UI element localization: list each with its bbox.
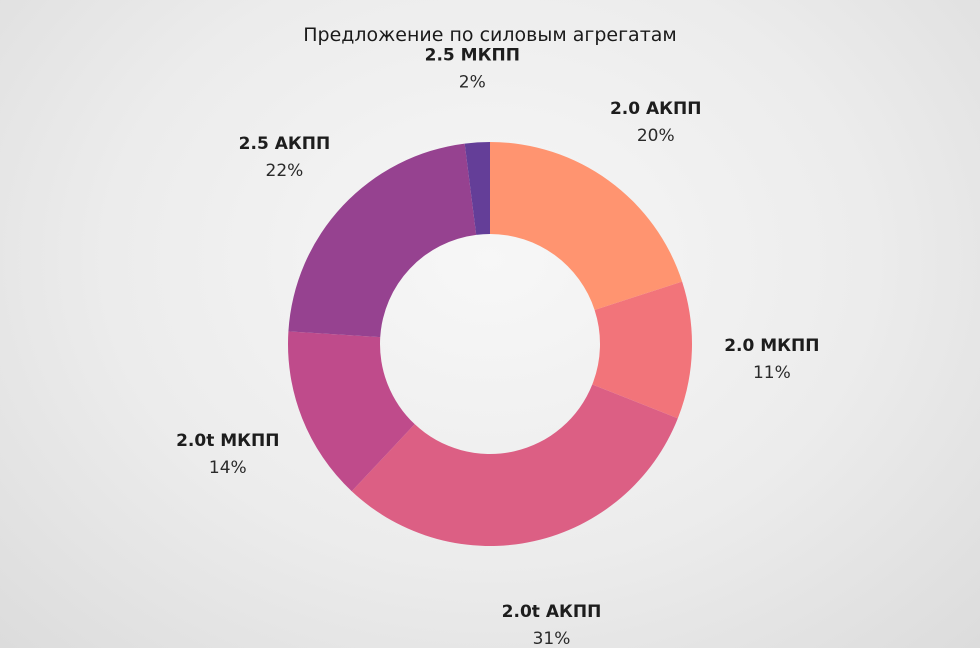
slice-labels: 2.0 АКПП 20% 2.0 МКПП 11% 2.0t АКПП 31% 2.0t М… [176, 46, 819, 648]
slice-label-3: 2.0t АКПП [502, 602, 602, 622]
slice-label-2: 2.0 МКПП [724, 336, 819, 356]
chart-title: Предложение по силовым агрегатам [303, 24, 677, 46]
slice-value-1: 20% [637, 126, 675, 146]
donut-slices [288, 142, 692, 546]
slice-value-4: 14% [209, 458, 247, 478]
slice-value-6: 2% [459, 73, 486, 93]
slice-value-3: 31% [533, 629, 571, 648]
slice-6 [464, 142, 490, 235]
slice-2 [592, 281, 692, 419]
slice-3 [351, 384, 678, 546]
slice-5 [288, 143, 477, 338]
slice-value-2: 11% [753, 363, 791, 383]
slice-label-5: 2.5 АКПП [239, 134, 331, 154]
slice-value-5: 22% [266, 161, 304, 181]
slice-label-6: 2.5 МКПП [425, 46, 520, 66]
slice-label-1: 2.0 АКПП [610, 99, 702, 119]
slice-label-4: 2.0t МКПП [176, 431, 279, 451]
slice-4 [288, 331, 415, 492]
slice-1 [490, 142, 683, 311]
